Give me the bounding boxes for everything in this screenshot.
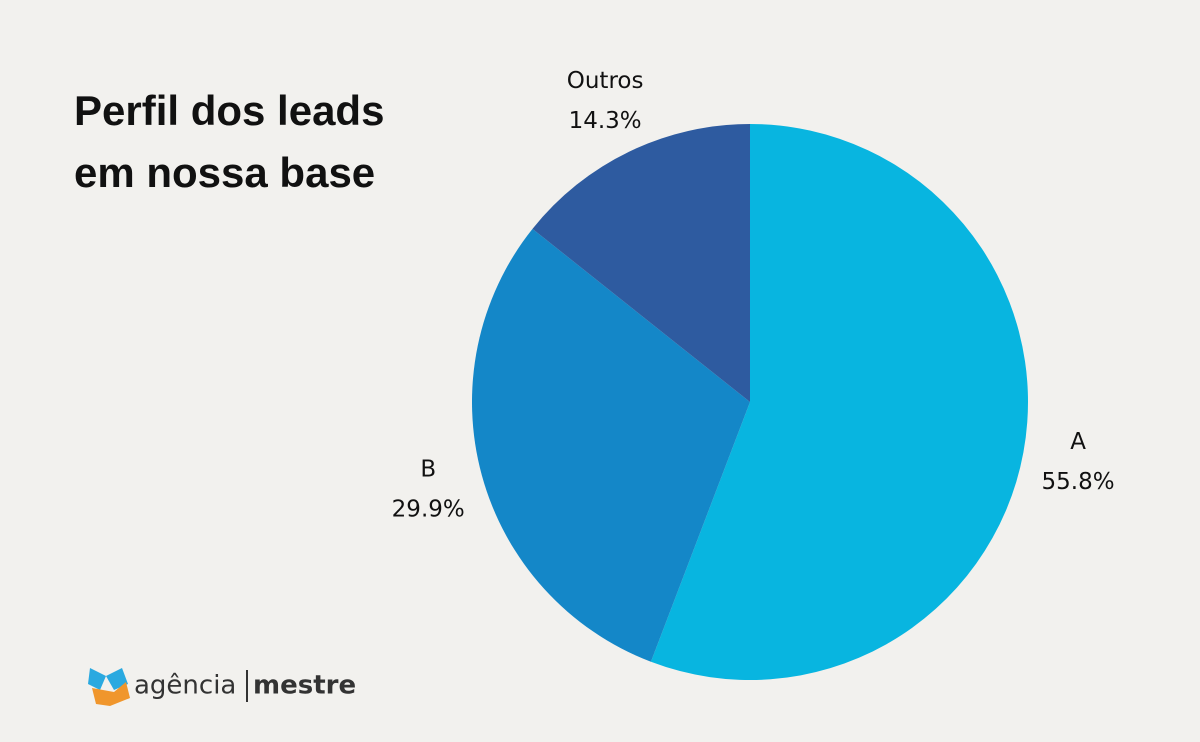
brand-right: mestre [253, 671, 356, 701]
slice-category-label: Outros [567, 68, 644, 94]
brand-left: agência [134, 671, 236, 701]
slice-value-label: 29.9% [392, 497, 465, 523]
slice-value-label: 14.3% [569, 108, 642, 134]
slice-category-label: A [1070, 429, 1086, 455]
chart-title: Perfil dos leads em nossa base [74, 87, 385, 196]
pie-slice [471, 228, 750, 662]
pie-slice [532, 124, 750, 402]
slice-category-label: B [420, 457, 436, 483]
logo-icon [88, 668, 130, 706]
slice-value-label: 55.8% [1042, 469, 1115, 495]
pie-slice [650, 124, 1028, 680]
